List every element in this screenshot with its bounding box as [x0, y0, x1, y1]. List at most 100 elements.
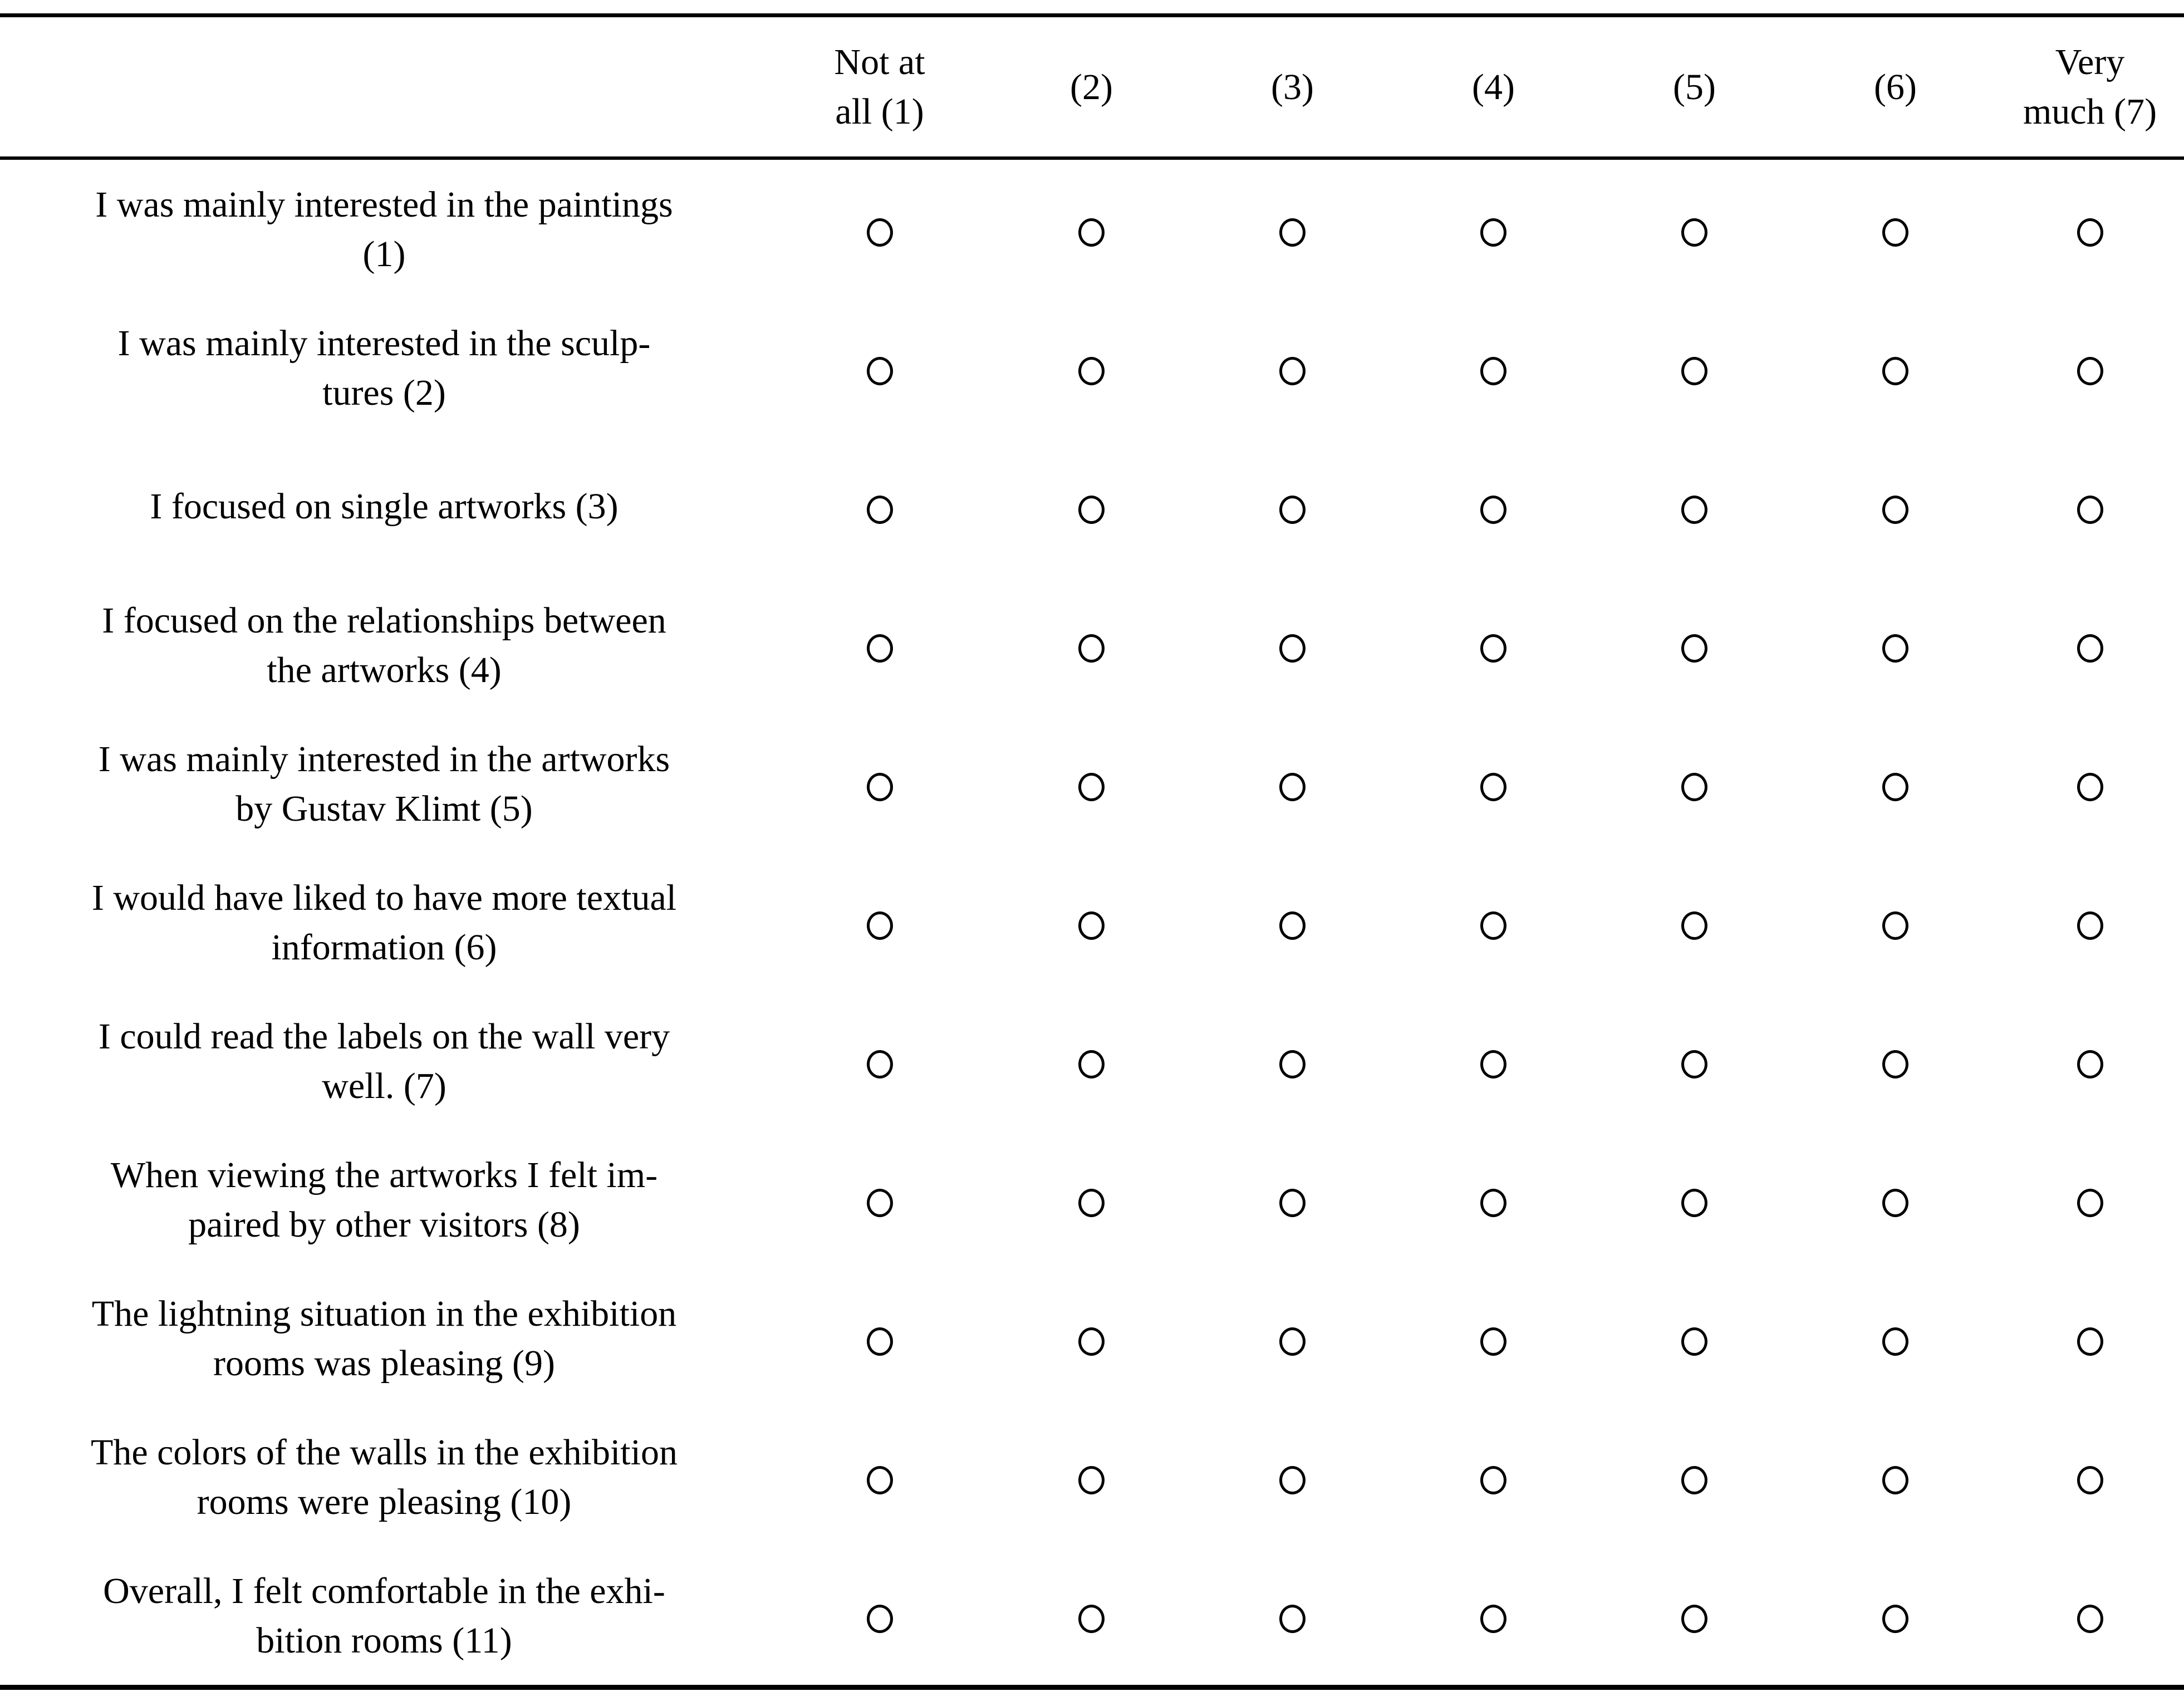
radio-button-row8-option3[interactable] [1279, 1189, 1306, 1218]
radio-button-row11-option4[interactable] [1480, 1605, 1506, 1634]
radio-button-row9-option7[interactable] [2077, 1327, 2103, 1356]
radio-button-row6-option5[interactable] [1681, 911, 1707, 940]
table-row: The colors of the walls in the exhibitio… [0, 1408, 2184, 1546]
radio-button-row3-option4[interactable] [1480, 496, 1506, 524]
radio-button-row5-option7[interactable] [2077, 773, 2103, 802]
option-cell [991, 1130, 1192, 1269]
radio-button-row10-option6[interactable] [1882, 1466, 1908, 1495]
radio-button-row1-option2[interactable] [1078, 218, 1105, 247]
radio-button-row3-option2[interactable] [1078, 496, 1105, 524]
radio-button-row4-option1[interactable] [866, 634, 893, 663]
header-row: Not at all (1) (2) (3) (4) (5) (6) Very much (… [0, 16, 2184, 158]
radio-button-row10-option2[interactable] [1078, 1466, 1105, 1495]
radio-button-row3-option3[interactable] [1279, 496, 1306, 524]
radio-button-row4-option6[interactable] [1882, 634, 1908, 663]
radio-button-row11-option7[interactable] [2077, 1605, 2103, 1634]
radio-button-row6-option3[interactable] [1279, 911, 1306, 940]
radio-button-row2-option4[interactable] [1480, 357, 1506, 386]
option-cell [1996, 1130, 2184, 1269]
radio-button-row4-option7[interactable] [2077, 634, 2103, 663]
radio-button-row6-option4[interactable] [1480, 911, 1506, 940]
radio-button-row10-option5[interactable] [1681, 1466, 1707, 1495]
radio-button-row8-option6[interactable] [1882, 1189, 1908, 1218]
radio-button-row11-option5[interactable] [1681, 1605, 1707, 1634]
radio-button-row8-option4[interactable] [1480, 1189, 1506, 1218]
radio-button-row4-option4[interactable] [1480, 634, 1506, 663]
radio-button-row7-option7[interactable] [2077, 1050, 2103, 1079]
option-cell [1996, 437, 2184, 576]
radio-button-row10-option7[interactable] [2077, 1466, 2103, 1495]
radio-button-row4-option5[interactable] [1681, 634, 1707, 663]
table-row: I was mainly interested in the sculp- tu… [0, 298, 2184, 437]
radio-button-row10-option3[interactable] [1279, 1466, 1306, 1495]
radio-button-row2-option2[interactable] [1078, 357, 1105, 386]
radio-button-row9-option4[interactable] [1480, 1327, 1506, 1356]
radio-button-row2-option6[interactable] [1882, 357, 1908, 386]
radio-button-row4-option3[interactable] [1279, 634, 1306, 663]
radio-button-row7-option4[interactable] [1480, 1050, 1506, 1079]
option-cell [991, 158, 1192, 298]
radio-button-row2-option5[interactable] [1681, 357, 1707, 386]
radio-button-row1-option1[interactable] [866, 218, 893, 247]
radio-button-row5-option4[interactable] [1480, 773, 1506, 802]
radio-button-row8-option2[interactable] [1078, 1189, 1105, 1218]
radio-button-row11-option2[interactable] [1078, 1605, 1105, 1634]
option-cell [1192, 158, 1393, 298]
radio-button-row8-option7[interactable] [2077, 1189, 2103, 1218]
option-cell [768, 1130, 991, 1269]
option-cell [1594, 1408, 1795, 1546]
option-cell [1594, 1546, 1795, 1688]
radio-button-row7-option6[interactable] [1882, 1050, 1908, 1079]
option-cell [768, 576, 991, 714]
radio-button-row9-option6[interactable] [1882, 1327, 1908, 1356]
radio-button-row11-option3[interactable] [1279, 1605, 1306, 1634]
option-cell [991, 437, 1192, 576]
radio-button-row5-option5[interactable] [1681, 773, 1707, 802]
radio-button-row1-option4[interactable] [1480, 218, 1506, 247]
radio-button-row1-option3[interactable] [1279, 218, 1306, 247]
option-cell [1996, 1408, 2184, 1546]
radio-button-row5-option2[interactable] [1078, 773, 1105, 802]
radio-button-row6-option1[interactable] [866, 911, 893, 940]
radio-button-row3-option1[interactable] [866, 496, 893, 524]
radio-button-row9-option1[interactable] [866, 1327, 893, 1356]
option-cell [1393, 158, 1594, 298]
radio-button-row3-option5[interactable] [1681, 496, 1707, 524]
radio-button-row8-option5[interactable] [1681, 1189, 1707, 1218]
radio-button-row8-option1[interactable] [866, 1189, 893, 1218]
radio-button-row11-option6[interactable] [1882, 1605, 1908, 1634]
radio-button-row4-option2[interactable] [1078, 634, 1105, 663]
option-cell [1996, 992, 2184, 1130]
radio-button-row7-option2[interactable] [1078, 1050, 1105, 1079]
radio-button-row5-option6[interactable] [1882, 773, 1908, 802]
radio-button-row11-option1[interactable] [866, 1605, 893, 1634]
table-row: When viewing the artworks I felt im- pai… [0, 1130, 2184, 1269]
radio-button-row7-option5[interactable] [1681, 1050, 1707, 1079]
radio-button-row6-option6[interactable] [1882, 911, 1908, 940]
table-row: Overall, I felt comfortable in the exhi-… [0, 1546, 2184, 1688]
radio-button-row7-option1[interactable] [866, 1050, 893, 1079]
radio-button-row9-option2[interactable] [1078, 1327, 1105, 1356]
option-cell [1996, 158, 2184, 298]
radio-button-row6-option2[interactable] [1078, 911, 1105, 940]
radio-button-row10-option4[interactable] [1480, 1466, 1506, 1495]
radio-button-row9-option3[interactable] [1279, 1327, 1306, 1356]
option-cell [1795, 576, 1996, 714]
radio-button-row2-option1[interactable] [866, 357, 893, 386]
radio-button-row5-option3[interactable] [1279, 773, 1306, 802]
radio-button-row3-option7[interactable] [2077, 496, 2103, 524]
radio-button-row3-option6[interactable] [1882, 496, 1908, 524]
option-cell [1393, 992, 1594, 1130]
radio-button-row9-option5[interactable] [1681, 1327, 1707, 1356]
radio-button-row5-option1[interactable] [866, 773, 893, 802]
radio-button-row1-option6[interactable] [1882, 218, 1908, 247]
radio-button-row7-option3[interactable] [1279, 1050, 1306, 1079]
radio-button-row2-option7[interactable] [2077, 357, 2103, 386]
table-row: The lightning situation in the exhibitio… [0, 1269, 2184, 1408]
radio-button-row10-option1[interactable] [866, 1466, 893, 1495]
radio-button-row1-option7[interactable] [2077, 218, 2103, 247]
radio-button-row6-option7[interactable] [2077, 911, 2103, 940]
radio-button-row1-option5[interactable] [1681, 218, 1707, 247]
option-cell [1996, 714, 2184, 853]
radio-button-row2-option3[interactable] [1279, 357, 1306, 386]
